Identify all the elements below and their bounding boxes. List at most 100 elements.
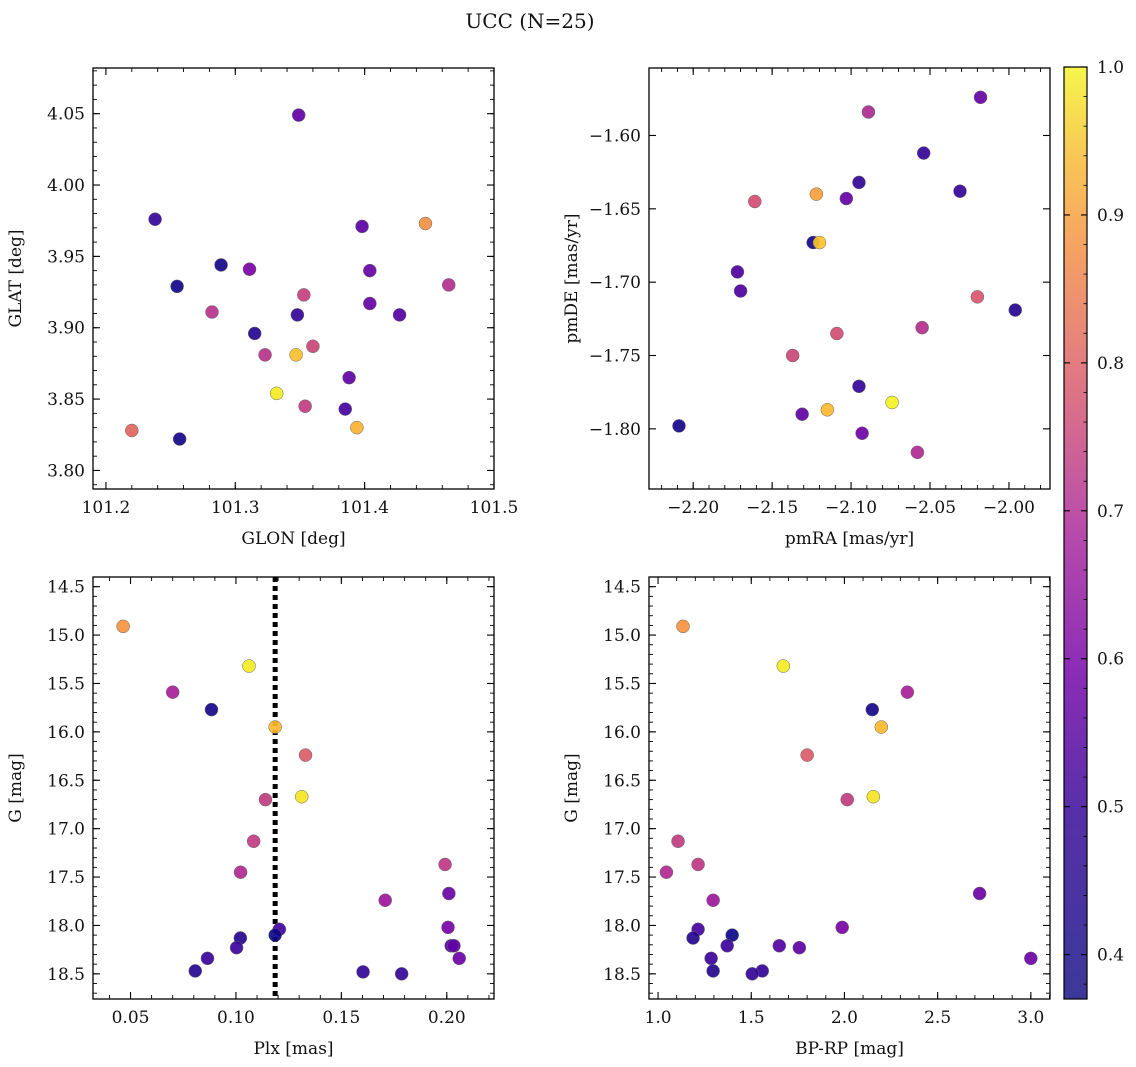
data-point	[915, 320, 929, 335]
colorbar-tick-label: 0.9	[1097, 206, 1124, 226]
data-point	[686, 931, 700, 945]
data-point	[745, 967, 759, 981]
data-point	[874, 720, 889, 734]
data-point	[392, 308, 407, 322]
panel-pmra-pmde: −2.20 −2.15 −2.10 −2.05 −2.00 −1.60 −1.65 −1.70…	[562, 67, 1051, 549]
x-axis-label: pmRA [mas/yr]	[785, 529, 914, 549]
y-tick-label: 3.90	[47, 319, 85, 339]
x-tick-label: 3.0	[1017, 1008, 1044, 1028]
data-point	[204, 702, 219, 717]
data-point	[170, 279, 184, 294]
data-point	[972, 886, 987, 901]
axes-frame	[92, 576, 495, 1000]
x-axis-label: BP-RP [mag]	[795, 1039, 904, 1059]
data-point	[242, 659, 256, 673]
data-point	[214, 258, 228, 272]
x-tick-label: 101.2	[82, 498, 131, 518]
colorbar-tick-label: 0.5	[1097, 798, 1124, 818]
y-tick-label: 17.0	[603, 820, 641, 840]
data-point	[691, 857, 705, 872]
data-point	[852, 379, 866, 394]
axes-frame	[648, 67, 1051, 490]
y-tick-label: −1.70	[589, 273, 641, 293]
data-point	[970, 290, 985, 304]
y-tick-label: 3.80	[47, 461, 85, 481]
data-point	[355, 219, 369, 234]
axes-frame	[92, 67, 495, 490]
y-tick-label: 4.00	[47, 176, 85, 196]
data-point	[706, 893, 720, 908]
y-tick-label: 18.5	[603, 965, 641, 985]
data-point	[291, 108, 306, 122]
y-tick-label: 16.0	[47, 723, 85, 743]
data-point	[268, 720, 282, 734]
colorbar-gradient	[1063, 66, 1088, 1000]
data-point	[289, 348, 303, 362]
y-tick-label: 17.0	[47, 820, 85, 840]
data-point	[865, 702, 880, 717]
axes-frame	[648, 576, 1051, 1000]
y-tick-label: 15.0	[603, 626, 641, 646]
data-point	[172, 432, 187, 446]
data-point	[830, 326, 844, 341]
x-tick-label: 101.4	[340, 498, 389, 518]
x-tick-label: 0.10	[217, 1008, 255, 1028]
data-point	[659, 865, 674, 879]
data-point	[730, 265, 745, 279]
x-tick-label: −2.10	[825, 498, 877, 518]
figure-title: UCC (N=25)	[465, 9, 594, 33]
data-point	[953, 184, 967, 198]
data-point	[1008, 303, 1023, 317]
data-point	[973, 90, 988, 105]
data-point	[229, 940, 244, 955]
data-point	[268, 928, 282, 942]
y-tick-label: −1.60	[589, 126, 641, 146]
data-point	[258, 792, 273, 807]
y-tick-label: 3.95	[47, 247, 85, 267]
data-point	[809, 187, 824, 201]
data-point	[165, 685, 180, 699]
data-point	[298, 399, 312, 413]
data-point	[748, 194, 762, 209]
x-tick-label: 0.15	[322, 1008, 360, 1028]
x-tick-label: −2.05	[904, 498, 956, 518]
y-tick-label: 16.5	[603, 771, 641, 791]
colorbar-tick-label: 0.7	[1097, 502, 1124, 522]
data-point	[772, 939, 787, 953]
y-tick-label: 14.5	[47, 578, 85, 598]
colorbar-tick-label: 1.0	[1097, 58, 1124, 78]
y-tick-label: −1.80	[589, 420, 641, 440]
x-axis-label: Plx [mas]	[253, 1039, 333, 1059]
y-tick-label: 15.0	[47, 626, 85, 646]
data-point	[233, 865, 248, 879]
y-axis-label: pmDE [mas/yr]	[562, 213, 582, 343]
data-point	[792, 940, 807, 955]
data-point	[258, 348, 272, 362]
x-tick-label: 101.5	[470, 498, 519, 518]
data-point	[900, 685, 915, 699]
data-point	[447, 939, 461, 953]
data-point	[247, 326, 262, 341]
x-tick-label: 1.0	[645, 1008, 672, 1028]
data-point	[297, 288, 311, 302]
data-point	[116, 619, 130, 634]
data-point	[378, 893, 392, 908]
data-point	[246, 834, 261, 848]
data-point	[298, 748, 313, 762]
data-point	[800, 748, 814, 762]
data-point	[820, 403, 835, 417]
data-point	[350, 420, 364, 435]
data-point	[706, 964, 720, 978]
y-tick-label: 18.0	[47, 916, 85, 936]
data-point	[910, 445, 925, 460]
data-point	[148, 212, 162, 227]
x-tick-label: 0.20	[428, 1008, 466, 1028]
y-tick-label: 3.85	[47, 390, 85, 410]
data-point	[394, 967, 409, 981]
data-point	[1024, 951, 1038, 966]
data-point	[442, 886, 456, 901]
data-point	[733, 284, 748, 298]
data-point	[188, 964, 203, 978]
data-point	[242, 262, 257, 276]
